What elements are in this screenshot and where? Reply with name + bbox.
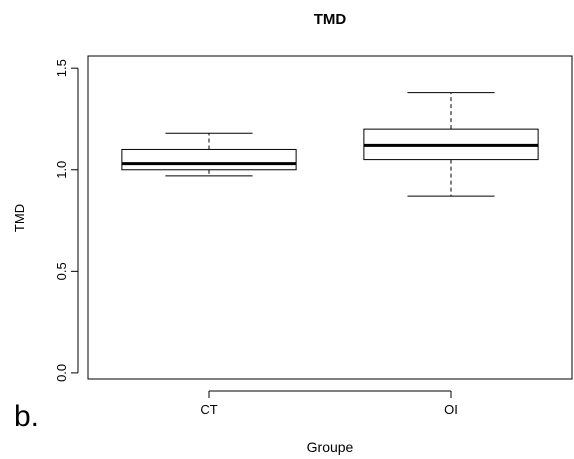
plot-frame (87, 55, 573, 380)
boxes (121, 92, 539, 197)
y-axis: 0.0 0.5 1.0 1.5 (54, 59, 79, 382)
box-oi (363, 92, 539, 197)
y-tick-label: 1.5 (54, 59, 69, 77)
y-tick-label: 1.0 (54, 161, 69, 179)
y-tick-label: 0.5 (54, 262, 69, 280)
box-ct (121, 132, 297, 177)
panel-label: b. (14, 400, 40, 433)
y-tick-label: 0.0 (54, 364, 69, 382)
chart-title: TMD (314, 11, 347, 28)
interquartile-box (121, 148, 297, 171)
y-axis-label: TMD (12, 204, 27, 232)
x-axis: CT OI (200, 390, 458, 417)
x-axis-label: Groupe (307, 439, 354, 455)
x-tick-label: CT (200, 402, 217, 417)
x-tick-label: OI (444, 402, 458, 417)
